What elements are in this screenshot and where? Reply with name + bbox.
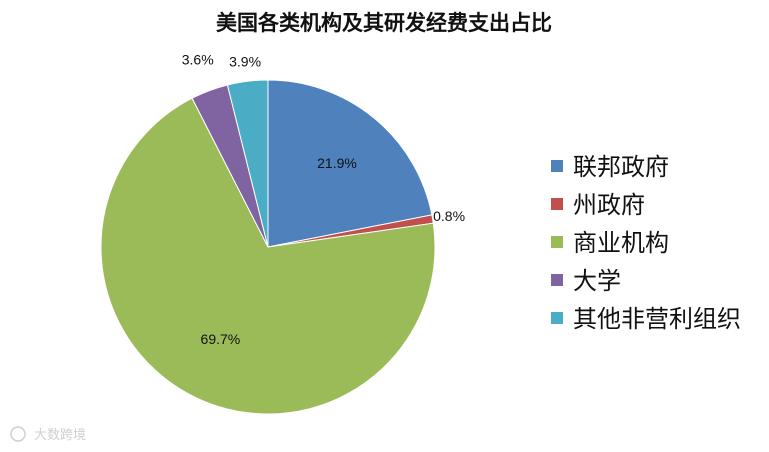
pie-slice: [226, 79, 269, 248]
legend-label: 联邦政府: [573, 153, 669, 181]
data-label: 3.9%: [229, 53, 261, 69]
legend-swatch: [551, 274, 563, 286]
legend-swatch: [551, 160, 563, 172]
watermark-text: 大数跨境: [34, 428, 86, 443]
data-labels: 21.9% 0.8% 69.7% 3.6% 3.9%: [182, 51, 465, 347]
data-label: 0.8%: [433, 208, 465, 224]
legend-swatch: [551, 198, 563, 210]
pie-slices: [100, 79, 436, 415]
data-label: 21.9%: [317, 155, 357, 171]
pie-slice: [100, 97, 436, 415]
data-label: 3.6%: [182, 51, 214, 67]
watermark-logo-icon: [10, 426, 26, 442]
chart-title: 美国各类机构及其研发经费支出占比: [216, 10, 552, 35]
legend-label: 其他非营利组织: [573, 305, 741, 333]
legend-swatch: [551, 236, 563, 248]
legend-label: 州政府: [573, 191, 645, 219]
data-label: 69.7%: [201, 331, 241, 347]
watermark: 大数跨境: [10, 426, 86, 443]
pie-slice: [267, 79, 433, 248]
legend-swatch: [551, 312, 563, 324]
legend-label: 大学: [573, 267, 621, 295]
legend-label: 商业机构: [573, 229, 669, 257]
